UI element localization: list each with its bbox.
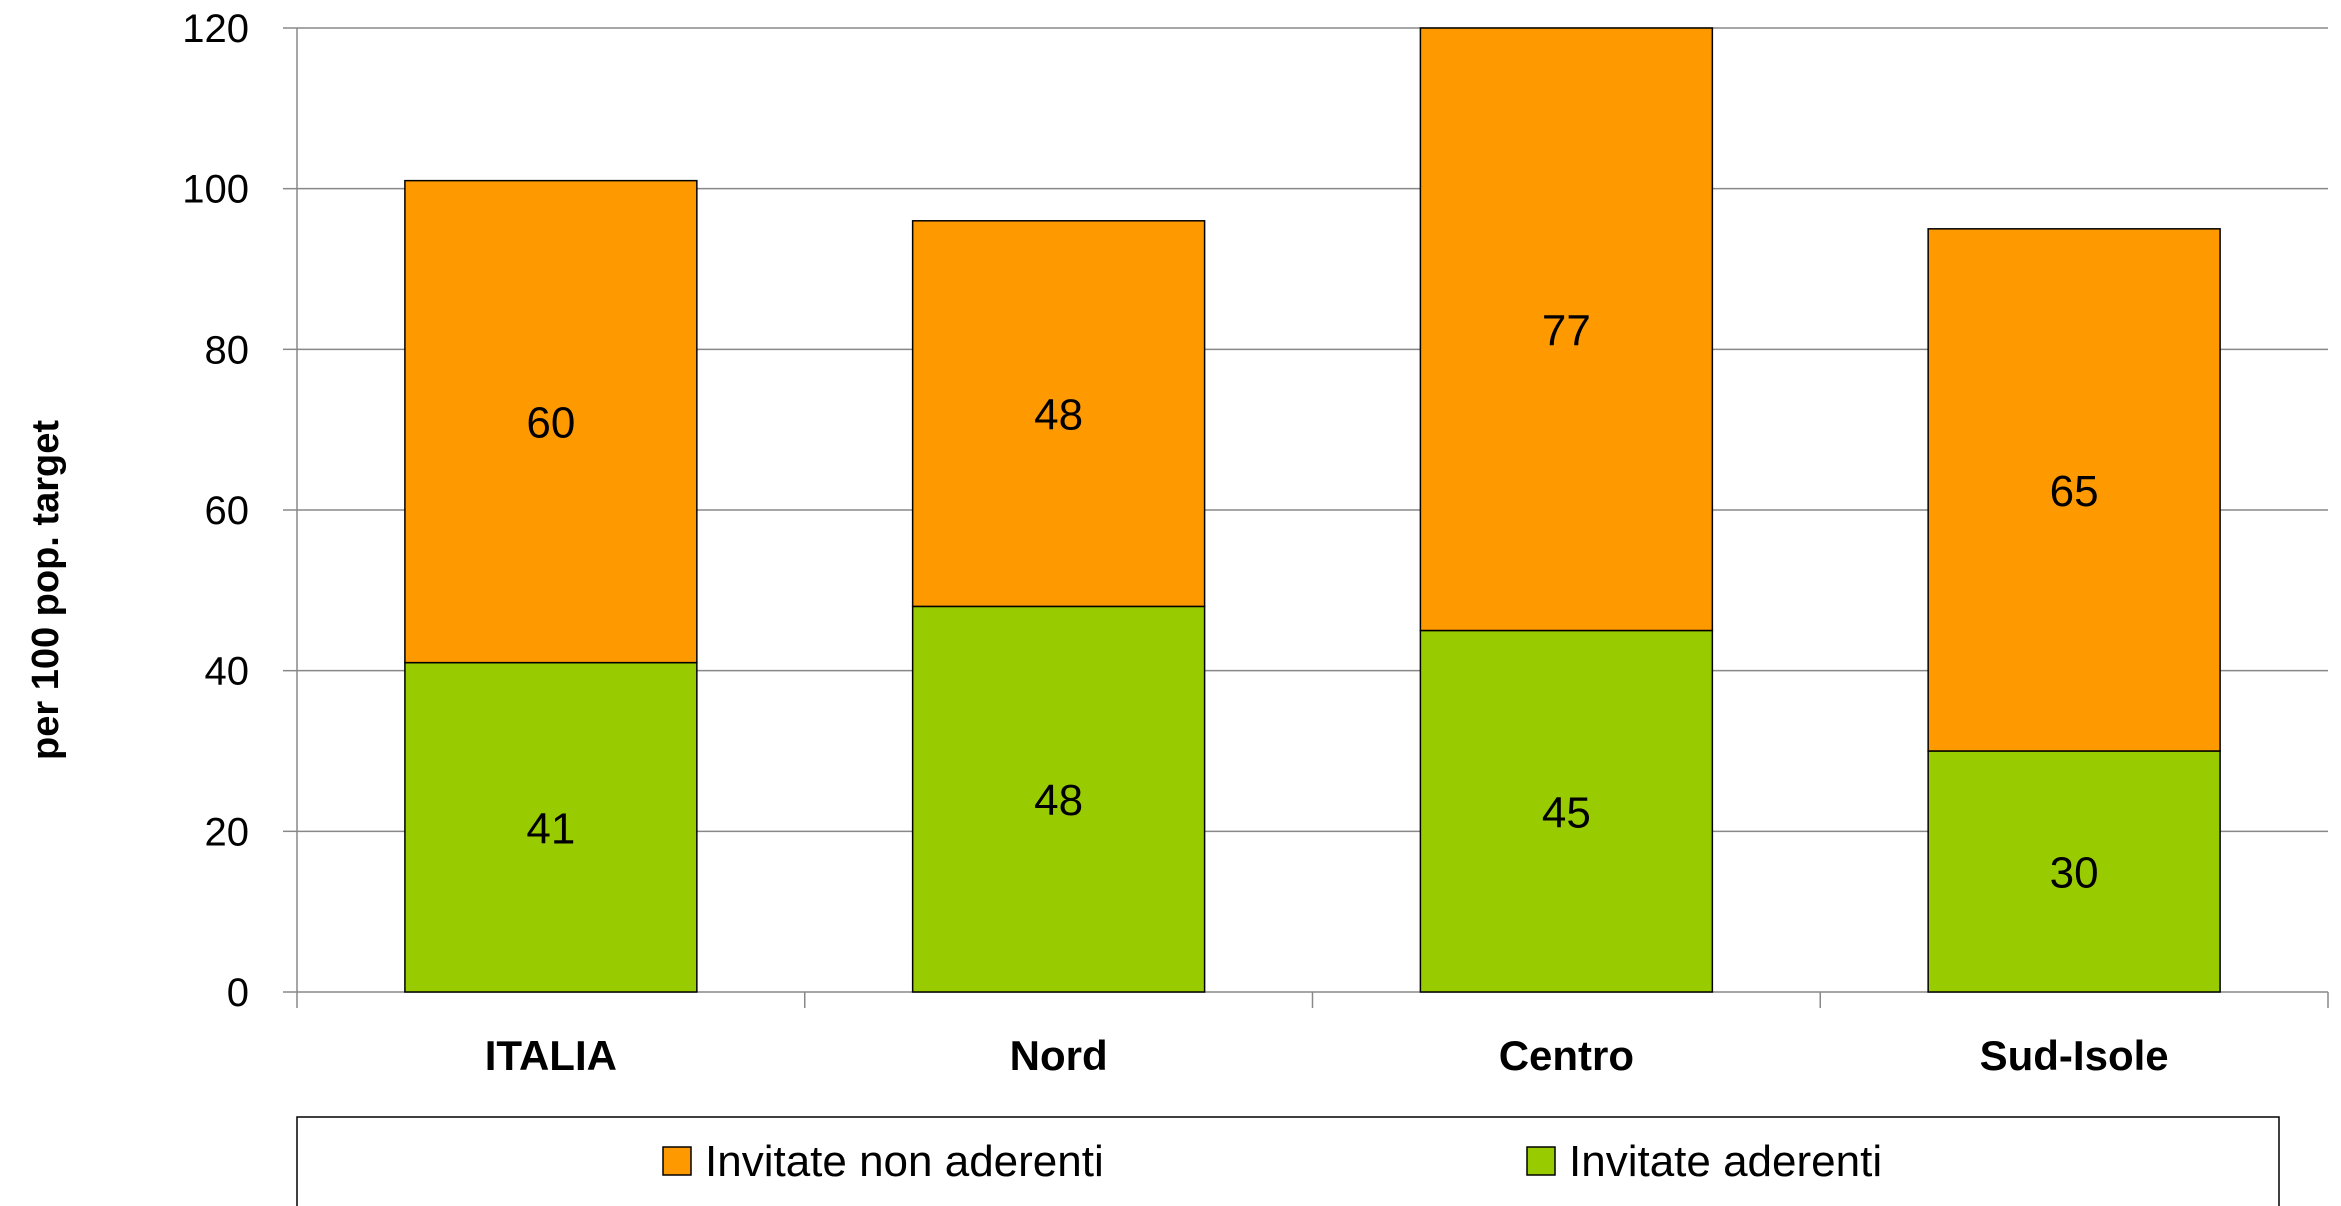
legend-label: Invitate non aderenti	[705, 1137, 1104, 1186]
bar-segment	[1927, 750, 2221, 993]
legend-swatch	[662, 1146, 692, 1176]
bar-segment	[1419, 27, 1714, 632]
y-tick-label: 100	[182, 168, 249, 212]
data-label: 48	[1034, 776, 1083, 825]
bar-segment	[1927, 228, 2221, 752]
data-label: 30	[2050, 849, 2099, 898]
x-tick-label: ITALIA	[485, 1032, 617, 1079]
legend: Invitate non aderenti Invitate aderenti	[296, 1116, 2280, 1206]
y-axis: 0 20 40 60 80 100 120	[182, 7, 298, 1015]
x-tick-label: Centro	[1499, 1032, 1634, 1079]
x-axis: ITALIA Nord Centro Sud-Isole	[296, 991, 2329, 1079]
bar-segment	[911, 220, 1206, 608]
bars	[404, 27, 2221, 993]
data-label: 48	[1034, 391, 1083, 440]
bar-segment	[404, 179, 698, 664]
data-label: 45	[1542, 788, 1591, 837]
legend-swatch	[1526, 1146, 1556, 1176]
y-tick-label: 80	[205, 328, 250, 372]
y-tick-label: 0	[227, 971, 249, 1015]
y-tick-label: 40	[205, 650, 250, 694]
legend-box	[296, 1116, 2280, 1206]
data-labels: 41 60 48 48 45 77 30 65	[526, 306, 2098, 897]
x-tick-label: Nord	[1010, 1032, 1108, 1079]
y-tick-label: 60	[205, 489, 250, 533]
x-tick-label: Sud-Isole	[1980, 1032, 2169, 1079]
legend-label: Invitate aderenti	[1569, 1137, 1882, 1186]
data-label: 77	[1542, 306, 1591, 355]
y-tick-label: 120	[182, 7, 249, 51]
data-label: 65	[2050, 467, 2099, 516]
bar-segment	[911, 605, 1206, 993]
bar-segment	[404, 661, 698, 993]
y-tick-label: 20	[205, 810, 250, 854]
data-label: 60	[526, 399, 575, 448]
y-axis-title: per 100 pop. target	[25, 420, 67, 760]
data-label: 41	[526, 804, 575, 853]
bar-segment	[1419, 629, 1714, 993]
